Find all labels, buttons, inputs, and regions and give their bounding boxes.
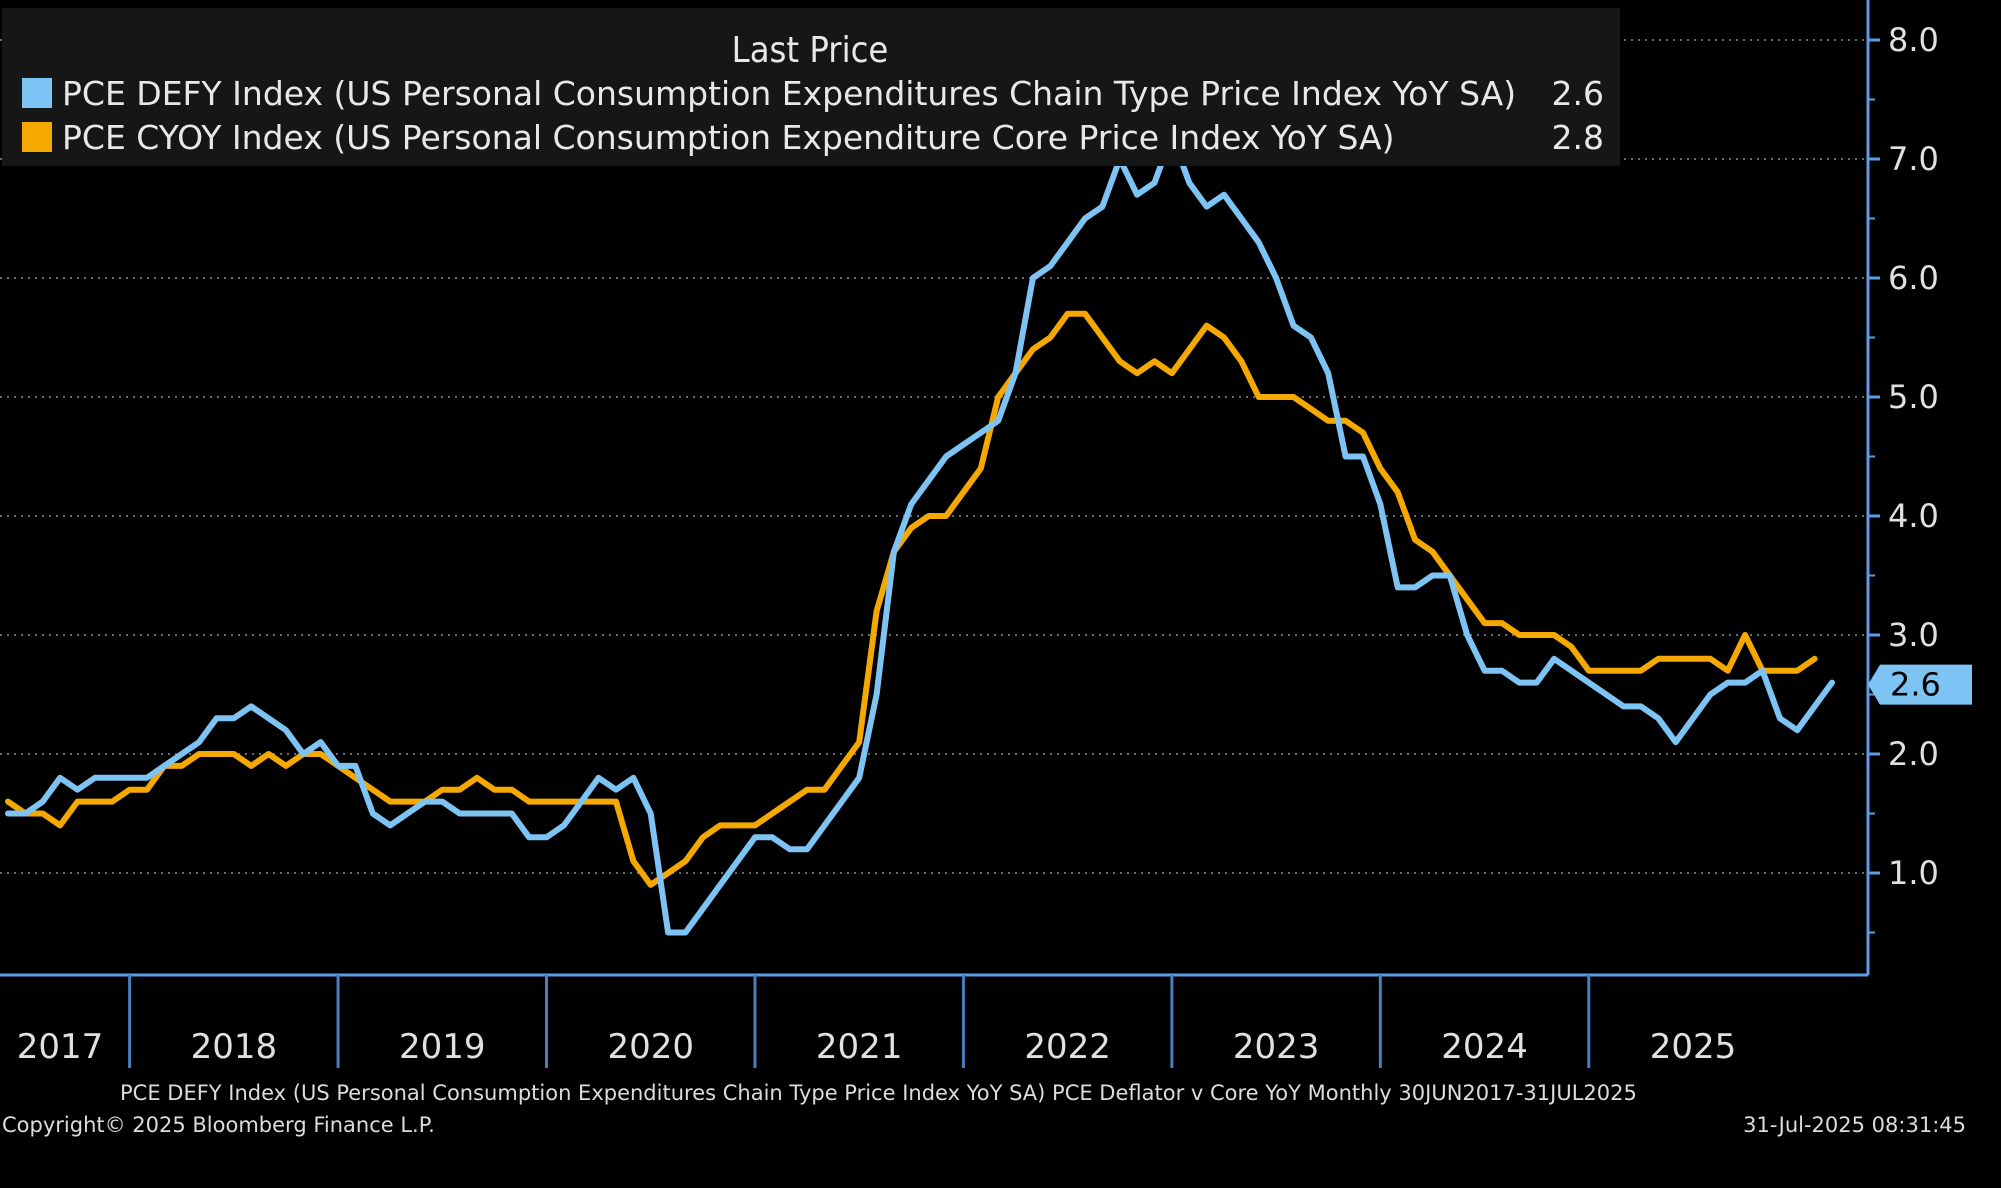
last-value-tag-bg <box>1868 664 1972 705</box>
y-tick-label: 6.0 <box>1888 259 1939 297</box>
x-year-label: 2022 <box>1024 1027 1111 1067</box>
legend-label-pce-defy: PCE DEFY Index (US Personal Consumption … <box>62 74 1516 113</box>
y-tick-label: 1.0 <box>1888 854 1939 892</box>
legend-value-pce-defy: 2.6 <box>1552 74 1604 113</box>
footer-timestamp: 31-Jul-2025 08:31:45 <box>1743 1113 1966 1137</box>
series-line-pce-cyoy <box>5 310 1818 888</box>
y-tick-label: 3.0 <box>1888 616 1939 654</box>
legend-value-pce-cyoy: 2.8 <box>1552 118 1604 157</box>
y-tick-label: 7.0 <box>1888 140 1939 178</box>
series-line-pce-defy <box>5 132 1835 936</box>
x-year-label: 2021 <box>816 1027 903 1067</box>
y-tick-label: 4.0 <box>1888 497 1939 535</box>
legend-label-pce-cyoy: PCE CYOY Index (US Personal Consumption … <box>62 118 1395 157</box>
legend-header: Last Price <box>732 30 889 71</box>
legend-swatch-pce-cyoy <box>22 122 52 152</box>
chart-footer: PCE DEFY Index (US Personal Consumption … <box>2 1081 1966 1137</box>
last-value-tag-pce-cyoy: 2.8 <box>1890 0 1941 8</box>
x-year-label: 2024 <box>1441 1027 1528 1067</box>
x-year-label: 2023 <box>1233 1027 1320 1067</box>
legend-swatch-pce-defy <box>22 78 52 108</box>
legend: Last Price PCE DEFY Index (US Personal C… <box>2 8 1620 166</box>
y-tick-label: 5.0 <box>1888 378 1939 416</box>
last-value-tag-label: 2.6 <box>1890 666 1941 704</box>
series-lines <box>5 132 1835 936</box>
footer-copyright: Copyright© 2025 Bloomberg Finance L.P. <box>2 1113 435 1137</box>
footer-description: PCE DEFY Index (US Personal Consumption … <box>120 1081 1637 1105</box>
last-value-tags: 2.8 2.6 <box>1868 0 1972 705</box>
x-year-label: 2020 <box>607 1027 694 1067</box>
last-value-tag-pce-defy: 2.6 <box>1868 664 1972 705</box>
legend-background <box>2 8 1620 166</box>
y-axis: 1.0 2.0 3.0 4.0 5.0 6.0 7.0 8.0 <box>1866 0 1939 975</box>
x-year-label: 2025 <box>1650 1027 1737 1067</box>
y-tick-label: 2.0 <box>1888 735 1939 773</box>
x-axis: 2017 2018 2019 2020 2021 2022 2023 2024 2025 <box>0 973 1868 1068</box>
y-tick-label: 8.0 <box>1888 21 1939 59</box>
x-year-label: 2017 <box>17 1027 104 1067</box>
x-year-label: 2018 <box>191 1027 278 1067</box>
last-value-tag-label: 2.8 <box>1890 0 1941 8</box>
x-year-label: 2019 <box>399 1027 486 1067</box>
